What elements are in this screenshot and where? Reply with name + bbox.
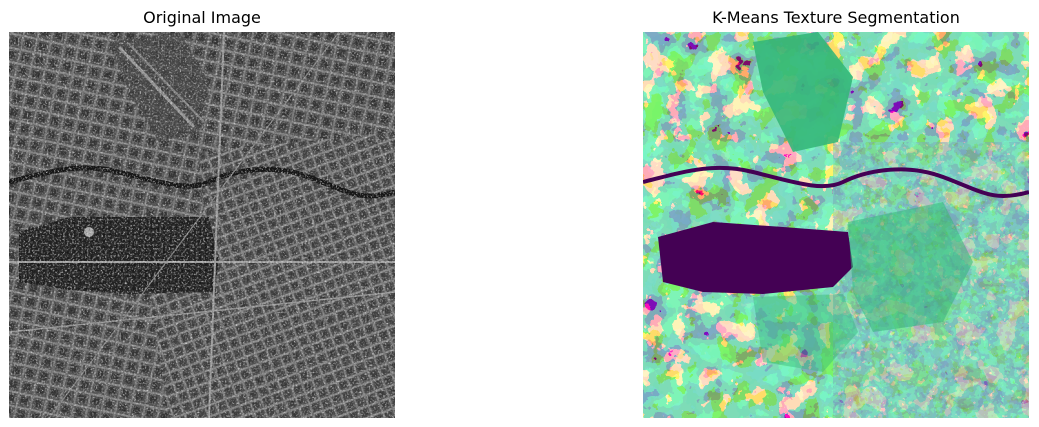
original-image-panel: Original Image [9, 0, 395, 427]
original-image-title: Original Image [143, 8, 261, 27]
segmentation-panel: K-Means Texture Segmentation [643, 0, 1029, 427]
segmentation-raster [643, 32, 1029, 418]
original-image [9, 32, 395, 418]
segmentation-title: K-Means Texture Segmentation [712, 8, 960, 27]
segmentation-image [643, 32, 1029, 418]
original-image-raster [9, 32, 395, 418]
